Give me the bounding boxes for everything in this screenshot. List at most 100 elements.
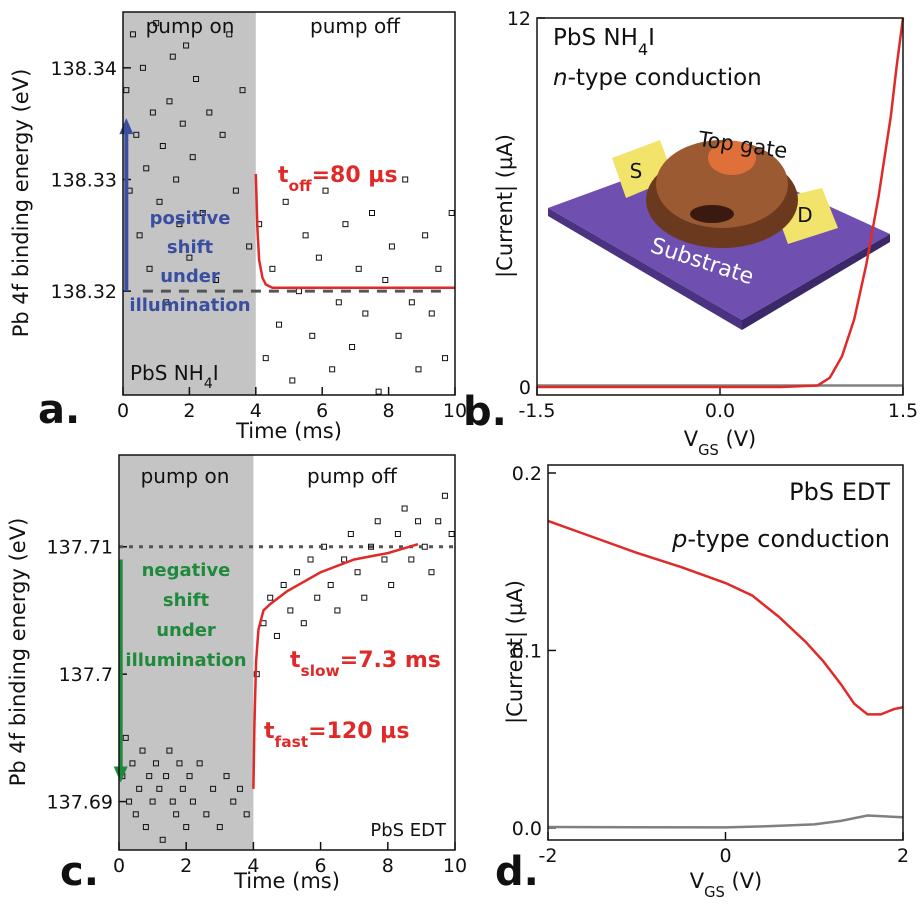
annotation: PbS NH4I [130,361,219,392]
x-tick-label: 0 [113,855,125,877]
annotation: p-type conduction [671,525,890,553]
series-line [547,519,904,716]
data-point [394,531,401,537]
x-tick-label: 10 [443,400,467,422]
x-axis-label: VGS (V) [684,427,757,459]
data-point [382,276,389,283]
data-point [442,355,449,362]
text-run: V [684,427,699,451]
text-run: D [797,203,812,227]
x-tick-label: 6 [316,400,328,422]
series-line [254,173,455,290]
annotation: PbS NH4I [553,25,655,59]
y-tick-label: 137.69 [47,792,113,814]
data-point [219,131,226,138]
text-run: I [213,361,219,385]
data-point [294,569,301,576]
data-point [146,265,153,272]
series-line [547,814,904,829]
annotation: tfast=120 µs [264,719,409,751]
annotation: PbS EDT [789,478,890,506]
annotation: pump on [141,464,230,488]
panel: -1.5 0.0 1.5 0 12 VGS (V) |Current| (µA) b. PbS … [463,8,918,459]
data-point [448,531,455,537]
x-tick-label: 2 [183,400,195,422]
text-run: pump off [307,464,398,488]
data-point [354,569,361,576]
data-point [422,232,429,239]
annotation: toff=80 µs [278,163,398,195]
data-point [183,824,190,831]
y-axis-label: Pb 4f binding energy (eV) [9,69,33,338]
data-point [179,785,186,792]
text-run: |Current| (µA) [503,580,528,724]
data-point [176,221,183,228]
data-point [428,569,435,576]
data-point [276,321,283,328]
text-run: I [648,25,655,51]
data-point [122,734,129,741]
annotation: illumination [125,650,246,671]
y-axis-label: |Current| (µA) [493,134,518,278]
text-run: Pb 4f binding energy (eV) [6,518,30,787]
subscript: 4 [638,40,648,59]
panel-label: a. [38,387,80,433]
data-point [334,607,341,614]
text-run: PbS EDT [370,820,447,841]
y-tick-label: 0.0 [512,818,542,840]
data-point [388,581,395,588]
y-tick-label: 137.7 [59,664,113,686]
data-point [243,811,250,818]
data-point [342,221,349,228]
annotation: under [156,620,216,641]
data-point [132,811,139,818]
data-point [173,176,180,183]
y-axis-label: |Current| (µA) [503,580,528,724]
text-run: positive [150,208,231,229]
dome-shadow [690,205,734,223]
series-line [252,542,419,789]
data-point [355,265,362,272]
data-point [239,87,246,94]
data-point [143,165,150,172]
data-point [267,594,274,601]
data-point [186,773,193,780]
y-tick-label: 138.32 [51,281,117,303]
text-run: t [264,719,275,744]
y-tick-label: 138.33 [51,169,117,191]
data-point [262,355,269,362]
text-run: illumination [125,650,246,671]
data-point [435,518,442,525]
data-point [269,265,276,272]
text-run: (V) [719,427,756,451]
subscript: off [289,177,313,195]
text-run: under [156,620,216,641]
y-tick-label: 0.2 [512,463,542,485]
data-point [415,518,422,525]
data-point [327,581,334,588]
data-point [223,773,230,780]
data-point [428,310,435,317]
text-run: pump off [310,14,401,38]
plot-frame [118,454,456,851]
panel: -2 0 2 0.0 0.1 0.2 VGS (V) |Current| (µA) d. PbS … [495,463,909,901]
data-point [369,209,375,216]
x-tick-label: 0.0 [705,400,735,422]
data-point [375,388,382,395]
x-tick-label: -2 [539,845,558,867]
data-point [166,747,173,754]
data-point [401,505,408,512]
data-point [169,53,176,60]
plot-frame [122,11,456,396]
data-point [203,811,210,818]
data-point [226,31,233,38]
subscript: 4 [204,376,213,392]
subscript: GS [698,442,719,459]
data-point [335,299,342,306]
panel: 0 2 4 6 8 10 137.69 137.7 137.71 Time (ms) Pb 4f b… [6,454,467,895]
data-point [163,773,170,780]
text-run: |Current| (µA) [493,134,518,278]
data-point [381,556,388,563]
text-run: pump on [141,464,230,488]
data-point [302,232,309,239]
